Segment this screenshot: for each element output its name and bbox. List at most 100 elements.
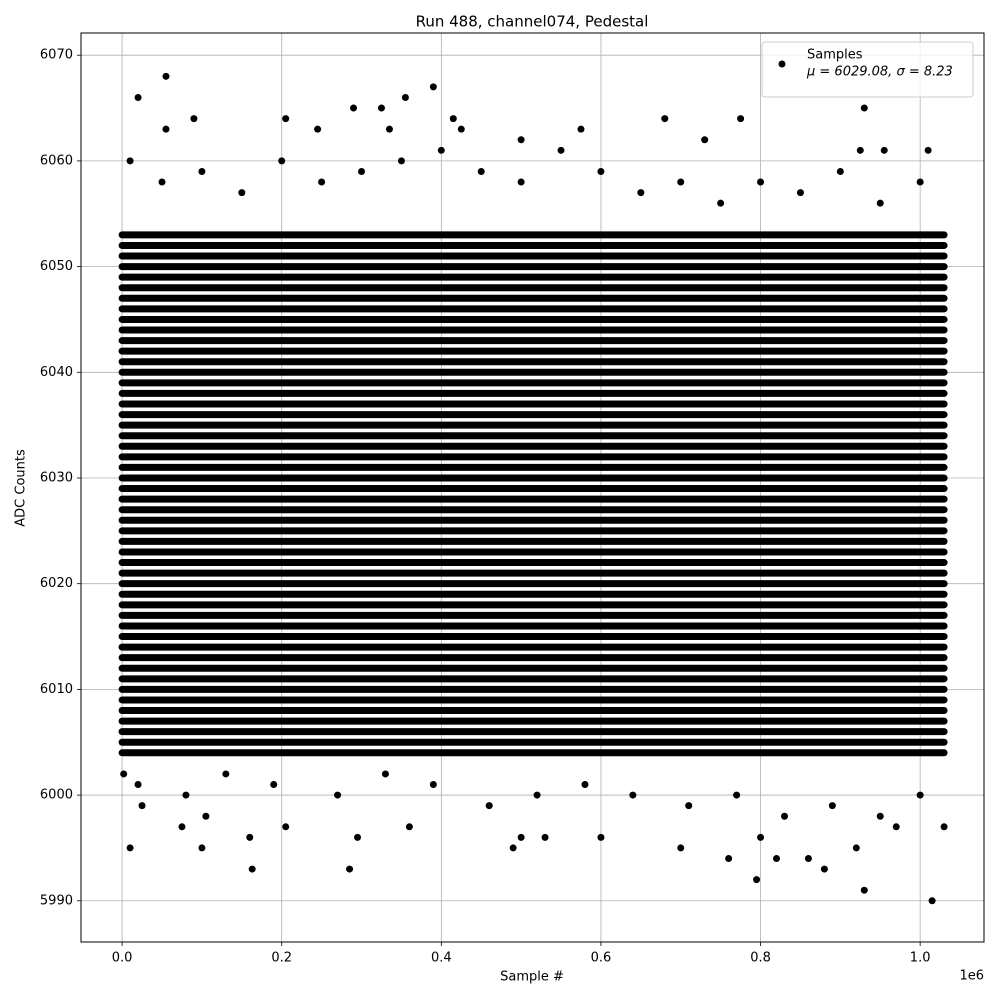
sample-point: [397, 157, 405, 165]
sample-point: [928, 897, 936, 905]
sample-point: [429, 781, 437, 789]
y-tick-label: 6020: [40, 576, 73, 591]
sample-point: [836, 167, 844, 175]
sample-point: [876, 812, 884, 820]
sample-point: [509, 844, 517, 852]
sample-point: [717, 199, 725, 207]
sample-point: [852, 844, 860, 852]
sample-point: [314, 125, 322, 133]
legend-marker: [778, 60, 786, 68]
sample-point: [517, 136, 525, 144]
sample-point: [773, 854, 781, 862]
sample-point: [892, 823, 900, 831]
sample-point: [804, 854, 812, 862]
sample-point: [198, 844, 206, 852]
sample-point: [282, 823, 290, 831]
sample-point: [405, 823, 413, 831]
sample-point: [557, 146, 565, 154]
sample-point: [780, 812, 788, 820]
sample-point: [381, 770, 389, 778]
sample-point: [120, 770, 128, 778]
y-tick-label: 6050: [40, 259, 73, 274]
y-axis-label: ADC Counts: [14, 449, 29, 527]
sample-point: [796, 189, 804, 197]
sample-point: [138, 802, 146, 810]
sample-point: [358, 167, 366, 175]
sample-point: [126, 157, 134, 165]
sample-point: [222, 770, 230, 778]
sample-point: [182, 791, 190, 799]
x-tick-label: 0.2: [271, 951, 292, 966]
sample-point: [385, 125, 393, 133]
sample-point: [485, 802, 493, 810]
sample-point: [916, 178, 924, 186]
sample-point: [581, 781, 589, 789]
sample-point: [401, 93, 409, 101]
x-tick-label: 0.0: [112, 951, 133, 966]
sample-point: [924, 146, 932, 154]
sample-point: [350, 104, 358, 112]
sample-point: [126, 844, 134, 852]
y-tick-label: 6030: [40, 470, 73, 485]
sample-point: [828, 802, 836, 810]
sample-point: [238, 189, 246, 197]
sample-point: [637, 189, 645, 197]
x-axis-label: Sample #: [500, 970, 564, 985]
sample-point: [134, 93, 142, 101]
y-tick-label: 6010: [40, 682, 73, 697]
sample-point: [677, 178, 685, 186]
sample-point: [856, 146, 864, 154]
x-offset-label: 1e6: [959, 969, 984, 984]
sample-point: [190, 115, 198, 123]
sample-point: [661, 115, 669, 123]
sample-point: [346, 865, 354, 873]
sample-point: [246, 833, 254, 841]
sample-point: [701, 136, 709, 144]
sample-point: [162, 72, 170, 80]
sample-point: [429, 83, 437, 91]
series: [118, 72, 948, 905]
legend-box: [761, 41, 974, 98]
sample-point: [517, 833, 525, 841]
sample-point: [178, 823, 186, 831]
sample-point: [685, 802, 693, 810]
sample-point: [541, 833, 549, 841]
sample-point: [134, 781, 142, 789]
sample-point: [597, 833, 605, 841]
legend-label: Samples: [807, 48, 863, 63]
sample-point: [533, 791, 541, 799]
sample-point: [477, 167, 485, 175]
sample-point: [737, 115, 745, 123]
sample-point: [725, 854, 733, 862]
x-tick-label: 1.0: [910, 951, 931, 966]
x-tick-label: 0.6: [591, 951, 612, 966]
sample-point: [733, 791, 741, 799]
sample-point: [757, 178, 765, 186]
sample-point: [860, 104, 868, 112]
x-tick-label: 0.8: [750, 951, 771, 966]
sample-point: [158, 178, 166, 186]
sample-point: [377, 104, 385, 112]
sample-point: [318, 178, 326, 186]
y-tick-label: 6070: [40, 48, 73, 63]
sample-point: [880, 146, 888, 154]
legend-stats: μ = 6029.08, σ = 8.23: [806, 65, 953, 80]
chart-title: Run 488, channel074, Pedestal: [416, 13, 649, 31]
x-tick-label: 0.4: [431, 951, 452, 966]
sample-point: [457, 125, 465, 133]
y-tick-label: 6000: [40, 788, 73, 803]
y-tick-label: 6040: [40, 365, 73, 380]
sample-point: [820, 865, 828, 873]
sample-point: [757, 833, 765, 841]
sample-point: [517, 178, 525, 186]
sample-point: [916, 791, 924, 799]
sample-point: [437, 146, 445, 154]
sample-point: [876, 199, 884, 207]
sample-point: [198, 167, 206, 175]
sample-point: [334, 791, 342, 799]
sample-point: [860, 886, 868, 894]
sample-point: [270, 781, 278, 789]
sample-point: [940, 823, 948, 831]
y-tick-label: 5990: [40, 893, 73, 908]
